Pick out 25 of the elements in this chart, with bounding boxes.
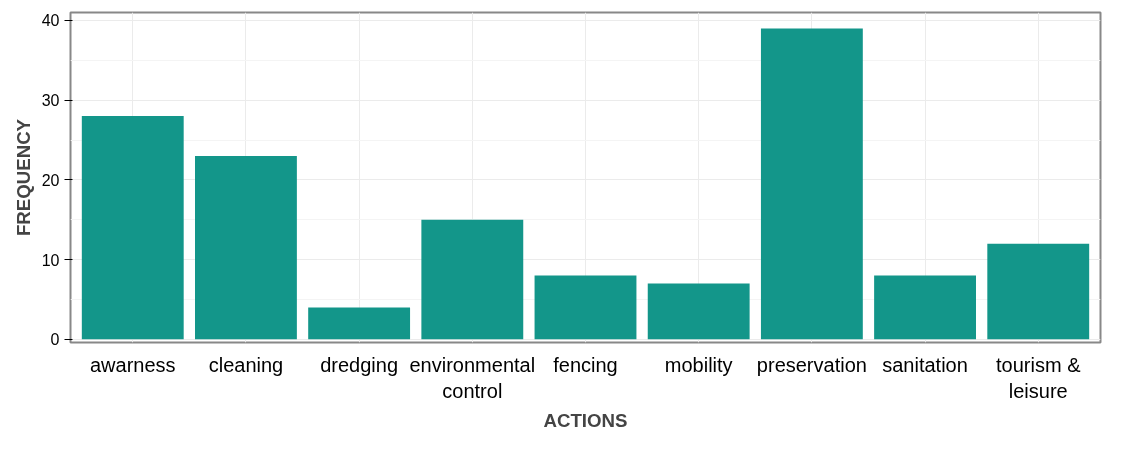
y-tick-label: 20	[41, 171, 60, 189]
y-axis-title: FREQUENCY	[12, 118, 34, 237]
bar	[647, 283, 750, 340]
x-tick-label: cleaning	[208, 353, 284, 376]
y-tick-label: 30	[41, 92, 60, 110]
bar	[81, 116, 184, 340]
x-tick-label: dredging	[320, 353, 399, 376]
x-tick-label: preservation	[756, 353, 867, 376]
x-axis-title: ACTIONS	[543, 409, 628, 431]
bar	[195, 155, 297, 340]
x-tick-label: fencing	[553, 353, 618, 376]
y-tick-label: 10	[41, 251, 60, 269]
x-tick-label: tourism & leisure	[996, 353, 1082, 402]
bar	[874, 275, 976, 340]
bar	[760, 28, 863, 340]
x-tick-label: environmental control	[409, 353, 536, 402]
y-tick-label: 0	[50, 331, 60, 349]
bar	[421, 219, 524, 340]
x-tick-label: sanitation	[882, 353, 968, 376]
bar	[308, 307, 411, 340]
y-tick-label: 40	[41, 12, 60, 30]
bar	[534, 275, 637, 340]
x-tick-label: mobility	[664, 353, 733, 376]
x-tick-label: awarness	[89, 353, 176, 376]
bar	[987, 243, 1090, 340]
